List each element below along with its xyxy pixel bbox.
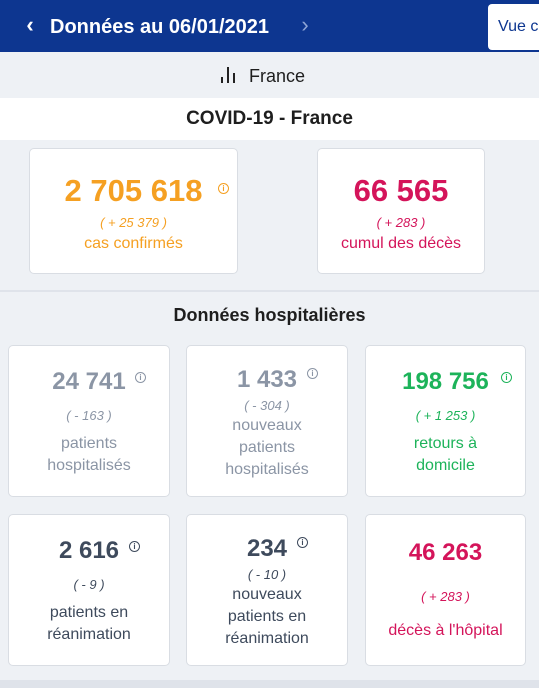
returned-home-delta: ( + 1 253 ) <box>415 408 476 423</box>
info-icon[interactable]: i <box>307 368 318 379</box>
divider <box>0 290 539 292</box>
info-icon[interactable]: i <box>297 537 308 548</box>
hospitalized-label-line-2: hospitalisés <box>47 457 131 474</box>
section-title: COVID-19 - France <box>186 108 353 129</box>
returned-home-label-line-2: domicile <box>416 457 475 474</box>
deaths-card[interactable]: 66 565 ( + 283 ) cumul des décès <box>317 148 485 274</box>
info-icon[interactable]: i <box>218 183 229 194</box>
bottom-strip <box>0 680 539 688</box>
returned-home-card[interactable]: 198 756 i ( + 1 253 ) retours à domicile <box>365 345 526 497</box>
new-icu-label-line-3: réanimation <box>225 630 309 647</box>
icu-value: 2 616 <box>58 537 120 564</box>
new-hospitalized-label-line-1: nouveaux <box>232 417 302 434</box>
hospitalized-value: 24 741 <box>52 368 126 395</box>
hospital-deaths-label: décès à l'hôpital <box>388 622 503 639</box>
new-hospitalized-label-line-3: hospitalisés <box>225 461 309 478</box>
confirmed-cases-label: cas confirmés <box>84 235 183 252</box>
new-icu-delta: ( - 10 ) <box>247 567 287 582</box>
info-icon[interactable]: i <box>501 372 512 383</box>
hospitalized-delta: ( - 163 ) <box>66 408 112 423</box>
region-label: France <box>249 66 306 86</box>
deaths-delta: ( + 283 ) <box>376 215 426 230</box>
hospitalized-card[interactable]: 24 741 i ( - 163 ) patients hospitalisés <box>8 345 170 497</box>
new-hospitalized-card[interactable]: 1 433 i ( - 304 ) nouveaux patients hosp… <box>186 345 348 497</box>
confirmed-cases-delta: ( + 25 379 ) <box>100 215 167 230</box>
new-icu-label-line-2: patients en <box>227 608 307 625</box>
new-icu-label-line-1: nouveaux <box>232 586 302 603</box>
date-title: Données au 06/01/2021 <box>50 16 270 38</box>
hospitalized-label-line-1: patients <box>60 435 118 452</box>
info-icon[interactable]: i <box>129 541 140 552</box>
icu-label-line-1: patients en <box>49 604 129 621</box>
returned-home-value: 198 756 <box>402 368 489 395</box>
chevron-right-icon[interactable]: › <box>301 12 309 37</box>
info-icon[interactable]: i <box>135 372 146 383</box>
hospital-deaths-value: 46 263 <box>408 539 483 566</box>
bar-chart-icon <box>221 67 237 83</box>
deaths-label: cumul des décès <box>340 235 462 252</box>
new-icu-value: 234 <box>246 535 288 562</box>
chevron-left-icon[interactable]: ‹ <box>26 12 34 37</box>
section-title-bar: COVID-19 - France <box>0 98 539 140</box>
new-icu-card[interactable]: 234 i ( - 10 ) nouveaux patients en réan… <box>186 514 348 666</box>
new-hospitalized-value: 1 433 <box>236 366 298 393</box>
new-hospitalized-label-line-2: patients <box>238 439 296 456</box>
confirmed-cases-card[interactable]: 2 705 618 i ( + 25 379 ) cas confirmés <box>29 148 238 274</box>
icu-label-line-2: réanimation <box>47 626 131 643</box>
hospital-deaths-delta: ( + 283 ) <box>421 589 470 604</box>
returned-home-label-line-1: retours à <box>413 435 478 452</box>
icu-card[interactable]: 2 616 i ( - 9 ) patients en réanimation <box>8 514 170 666</box>
hospital-deaths-card[interactable]: 46 263 ( + 283 ) décès à l'hôpital <box>365 514 526 666</box>
view-button[interactable]: Vue c <box>488 4 539 50</box>
hospital-section-title: Données hospitalières <box>173 305 366 325</box>
icu-delta: ( - 9 ) <box>73 577 105 592</box>
new-hospitalized-delta: ( - 304 ) <box>244 398 290 413</box>
deaths-value: 66 565 <box>353 173 449 208</box>
header-bar: ‹ Données au 06/01/2021 › Vue c <box>0 0 539 52</box>
region-selector[interactable]: France <box>0 52 539 98</box>
confirmed-cases-value: 2 705 618 <box>64 173 203 208</box>
